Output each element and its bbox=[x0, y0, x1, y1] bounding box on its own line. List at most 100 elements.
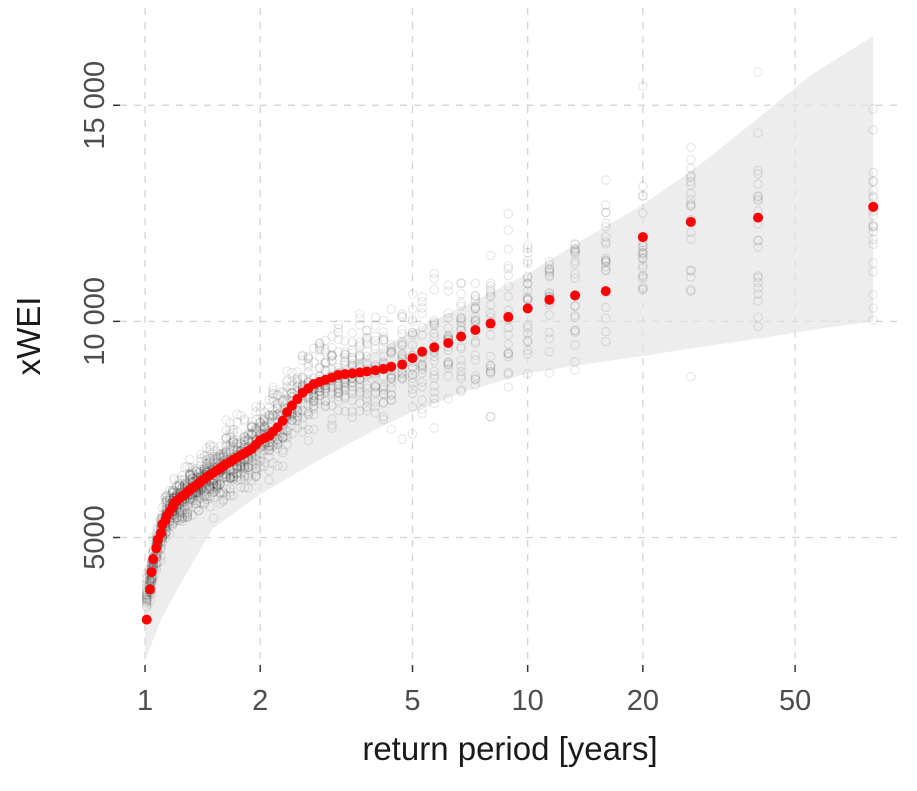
ensemble-point bbox=[228, 438, 239, 448]
ensemble-point bbox=[570, 327, 580, 338]
ensemble-point bbox=[277, 397, 288, 408]
ensemble-point bbox=[268, 396, 278, 407]
ensemble-point bbox=[333, 387, 344, 397]
ensemble-point bbox=[503, 348, 514, 358]
ensemble-point bbox=[417, 363, 427, 374]
ensemble-point bbox=[354, 379, 365, 389]
ensemble-point bbox=[303, 393, 314, 404]
ensemble-point bbox=[456, 301, 466, 311]
ensemble-point bbox=[686, 200, 696, 211]
ensemble-point bbox=[868, 176, 879, 186]
ensemble-point bbox=[292, 382, 303, 392]
ensemble-point bbox=[308, 396, 319, 407]
ensemble-point bbox=[470, 380, 481, 391]
ensemble-point bbox=[503, 339, 514, 349]
ensemble-point bbox=[333, 391, 344, 402]
ensemble-point bbox=[753, 283, 763, 293]
ensemble-point bbox=[327, 349, 337, 360]
ensemble-point bbox=[268, 440, 278, 450]
ensemble-point bbox=[225, 473, 236, 483]
ensemble-point bbox=[638, 284, 648, 295]
ensemble-point bbox=[264, 395, 274, 405]
ensemble-point bbox=[251, 452, 261, 462]
ensemble-point bbox=[522, 335, 533, 346]
ensemble-point bbox=[277, 432, 288, 442]
ensemble-point bbox=[282, 432, 292, 443]
ensemble-point bbox=[417, 330, 427, 340]
ensemble-point bbox=[251, 425, 261, 436]
ensemble-point bbox=[228, 424, 239, 435]
ensemble-point bbox=[868, 239, 879, 249]
ensemble-point bbox=[407, 363, 418, 373]
ensemble-point bbox=[429, 268, 440, 279]
ensemble-point bbox=[221, 473, 232, 483]
observed-point bbox=[470, 325, 481, 336]
ensemble-point bbox=[259, 461, 270, 472]
ensemble-point bbox=[456, 371, 466, 381]
ensemble-point bbox=[185, 468, 195, 479]
ensemble-point bbox=[753, 195, 763, 206]
ensemble-point bbox=[340, 357, 350, 367]
ensemble-point bbox=[160, 492, 171, 503]
ensemble-point bbox=[191, 499, 201, 509]
observed-point bbox=[570, 290, 581, 301]
ensemble-point bbox=[378, 335, 389, 345]
ensemble-point bbox=[362, 332, 372, 343]
ensemble-point bbox=[470, 303, 481, 314]
ensemble-point bbox=[470, 350, 481, 360]
ensemble-point bbox=[600, 265, 611, 276]
ensemble-point bbox=[218, 450, 228, 460]
ensemble-point bbox=[868, 192, 879, 203]
ensemble-point bbox=[407, 289, 418, 299]
ensemble-point bbox=[239, 467, 250, 478]
ensemble-point bbox=[228, 437, 239, 448]
ensemble-point bbox=[397, 324, 408, 335]
ensemble-point bbox=[228, 473, 239, 483]
ensemble-point bbox=[417, 377, 427, 387]
ensemble-point bbox=[638, 271, 648, 282]
ensemble-point bbox=[320, 344, 331, 355]
ensemble-point bbox=[221, 448, 232, 459]
ensemble-point bbox=[282, 366, 292, 376]
ensemble-point bbox=[340, 381, 350, 391]
ensemble-point bbox=[638, 191, 648, 202]
ensemble-point bbox=[228, 468, 239, 479]
ensemble-point bbox=[522, 337, 533, 347]
ensemble-point bbox=[246, 422, 257, 433]
ensemble-point bbox=[292, 381, 303, 392]
ensemble-point bbox=[264, 466, 274, 476]
ensemble-point bbox=[221, 469, 232, 480]
ensemble-point bbox=[638, 181, 648, 192]
ensemble-point bbox=[456, 317, 466, 328]
ensemble-point bbox=[397, 309, 408, 319]
ensemble-point bbox=[347, 385, 358, 396]
ensemble-point bbox=[570, 312, 580, 323]
ensemble-point bbox=[470, 290, 481, 301]
ensemble-point bbox=[327, 382, 337, 392]
ensemble-point bbox=[205, 482, 216, 492]
ensemble-point bbox=[185, 470, 195, 480]
ensemble-point bbox=[347, 381, 358, 392]
ensemble-point bbox=[753, 289, 763, 299]
ensemble-point bbox=[303, 400, 314, 410]
ensemble-point bbox=[407, 327, 418, 338]
ensemble-point bbox=[179, 502, 190, 513]
ensemble-point bbox=[287, 414, 297, 425]
ensemble-point bbox=[208, 457, 219, 467]
ensemble-point bbox=[205, 441, 216, 452]
ensemble-point bbox=[340, 336, 350, 346]
ensemble-point bbox=[503, 270, 514, 281]
ensemble-point bbox=[443, 323, 454, 333]
observed-point bbox=[456, 331, 467, 342]
ensemble-point bbox=[177, 475, 187, 485]
ensemble-point bbox=[303, 351, 314, 362]
ensemble-point bbox=[686, 286, 696, 296]
ensemble-point bbox=[362, 402, 372, 412]
ensemble-point bbox=[354, 354, 365, 364]
ensemble-point bbox=[218, 494, 228, 505]
ensemble-point bbox=[753, 128, 763, 138]
ensemble-point bbox=[638, 270, 648, 281]
ensemble-point bbox=[600, 326, 611, 337]
ensemble-point bbox=[522, 243, 533, 254]
ensemble-point bbox=[333, 396, 344, 406]
